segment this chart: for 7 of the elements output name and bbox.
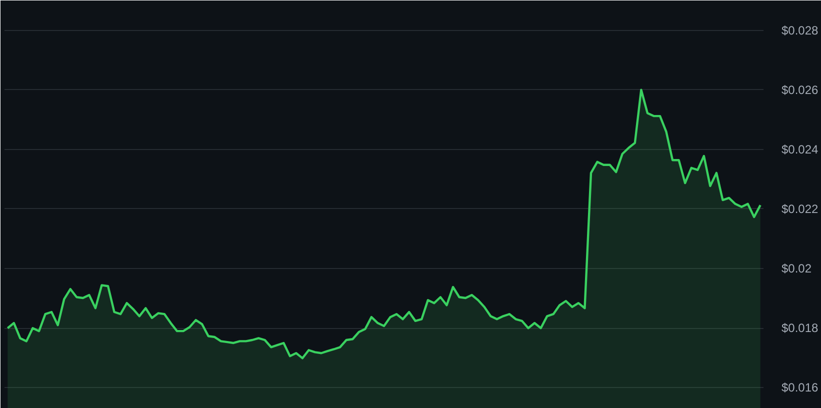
y-tick-label: $0.02 xyxy=(782,262,812,276)
y-tick-label: $0.024 xyxy=(782,142,819,156)
y-tick-label: $0.018 xyxy=(782,321,819,336)
y-tick-label: $0.016 xyxy=(782,380,819,395)
y-tick-label: $0.022 xyxy=(782,202,819,216)
y-tick-label: $0.028 xyxy=(782,23,819,38)
y-tick-label: $0.026 xyxy=(782,82,819,97)
